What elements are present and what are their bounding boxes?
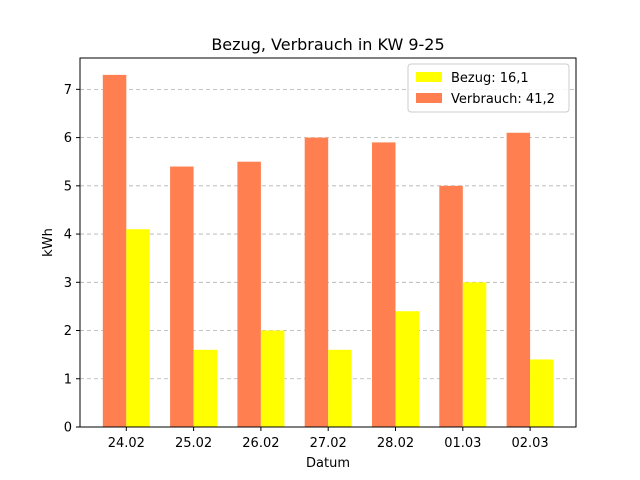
bar-verbrauch-01.03 (439, 185, 463, 427)
y-axis: 0 1 2 3 4 5 6 7 (64, 83, 80, 436)
x-tick-label: 24.02 (108, 436, 145, 451)
y-tick-label: 4 (64, 228, 72, 243)
legend-label: Verbrauch: 41,2 (451, 92, 555, 107)
y-tick-label: 5 (64, 179, 72, 194)
x-axis-label: Datum (306, 456, 350, 471)
legend-swatch (416, 72, 442, 82)
bar-bezug-25.02 (193, 349, 218, 427)
x-tick-label: 01.03 (444, 436, 481, 451)
bar-bezug-28.02 (395, 311, 419, 427)
x-tick-label: 28.02 (377, 436, 414, 451)
y-tick-label: 2 (64, 324, 72, 339)
bar-bezug-24.02 (126, 229, 150, 427)
x-axis: 24.02 25.02 26.02 27.02 28.02 01.03 02.03 (108, 427, 549, 451)
bar-verbrauch-02.03 (506, 132, 531, 427)
x-tick-label: 02.03 (511, 436, 548, 451)
bar-bezug-27.02 (328, 349, 352, 427)
y-tick-label: 0 (64, 421, 72, 436)
bar-verbrauch-27.02 (304, 137, 329, 427)
x-tick-label: 25.02 (175, 436, 212, 451)
y-tick-label: 7 (64, 83, 72, 98)
chart-title: Bezug, Verbrauch in KW 9-25 (211, 35, 444, 54)
bar-verbrauch-26.02 (237, 161, 261, 428)
y-tick-label: 6 (64, 131, 72, 146)
bars (102, 74, 554, 428)
bar-bezug-26.02 (260, 330, 285, 427)
bar-bezug-02.03 (530, 359, 554, 427)
legend-label: Bezug: 16,1 (451, 71, 529, 86)
bar-verbrauch-28.02 (372, 142, 396, 428)
y-axis-label: kWh (41, 228, 56, 257)
legend-swatch (416, 93, 442, 103)
bar-verbrauch-24.02 (102, 74, 127, 427)
y-tick-label: 1 (64, 372, 72, 387)
legend: Bezug: 16,1 Verbrauch: 41,2 (407, 63, 570, 113)
bar-verbrauch-25.02 (170, 166, 194, 427)
x-tick-label: 27.02 (310, 436, 347, 451)
y-tick-label: 3 (64, 276, 72, 291)
x-tick-label: 26.02 (242, 436, 279, 451)
legend-box (407, 63, 570, 113)
bar-bezug-01.03 (462, 282, 487, 427)
